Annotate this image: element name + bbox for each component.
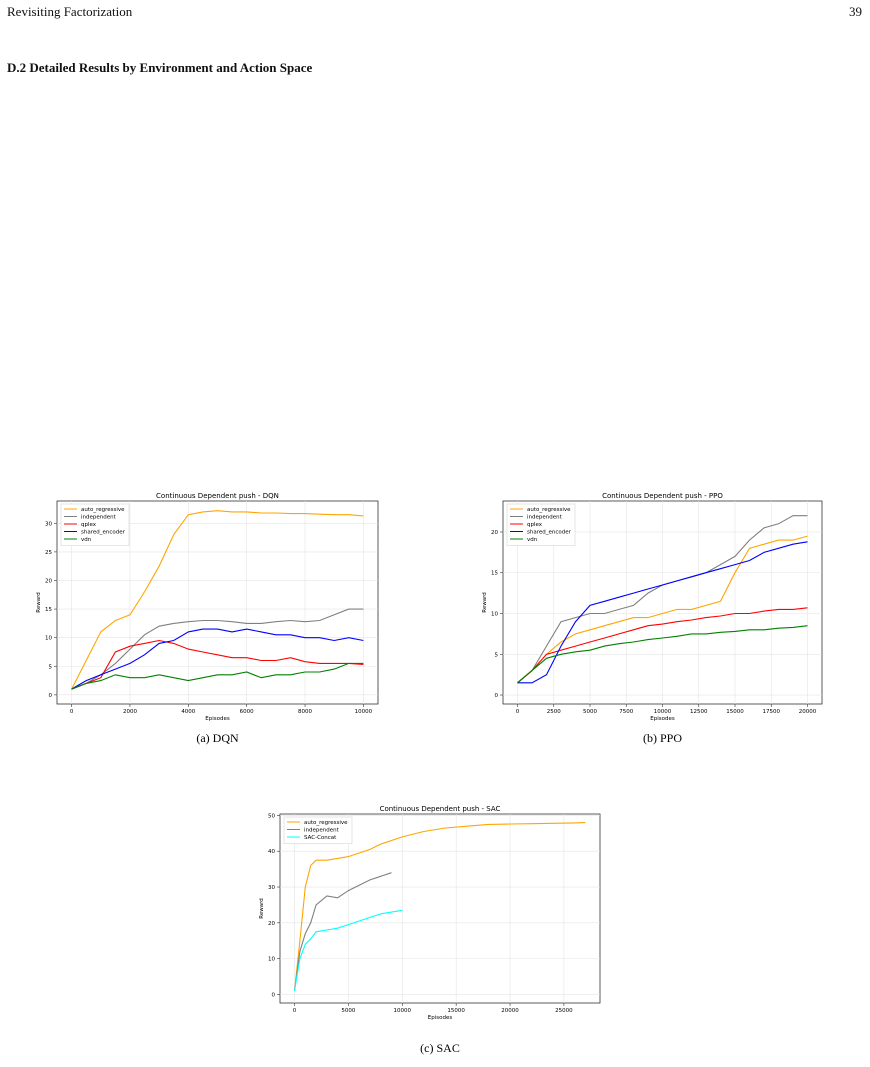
x-tick-label: 0: [70, 709, 74, 715]
x-tick-label: 15000: [447, 1008, 465, 1014]
x-tick-label: 5000: [341, 1008, 355, 1014]
y-tick-label: 20: [45, 578, 52, 584]
series-line: [293, 822, 586, 991]
series-line: [71, 608, 364, 690]
figure-caption: (a) DQN: [196, 731, 239, 745]
series-line: [517, 625, 808, 684]
x-tick-label: 2500: [547, 709, 561, 715]
y-tick-label: 25: [45, 550, 52, 556]
series-line: [71, 662, 364, 690]
x-tick-label: 0: [293, 1008, 297, 1014]
x-tick-label: 8000: [298, 709, 312, 715]
x-tick-label: 2000: [123, 709, 137, 715]
y-axis-label: Reward: [36, 592, 42, 612]
legend-box: [283, 816, 353, 844]
y-axis-label: Reward: [482, 592, 488, 612]
legend-label: SAC-Concat: [304, 835, 337, 841]
x-tick-label: 10000: [654, 709, 672, 715]
legend-label: independent: [81, 515, 117, 521]
y-tick-label: 50: [268, 813, 275, 819]
x-tick-label: 20000: [799, 709, 817, 715]
y-tick-label: 0: [272, 992, 276, 998]
series-line: [71, 628, 364, 690]
chart-title: Continuous Dependent push - SAC: [380, 805, 501, 813]
y-tick-label: 30: [268, 885, 275, 891]
y-tick-label: 10: [491, 612, 498, 618]
y-axis-label: Reward: [259, 898, 265, 918]
x-tick-label: 7500: [619, 709, 633, 715]
x-axis-label: Episodes: [650, 716, 675, 722]
series-line: [517, 535, 808, 684]
legend-label: vdn: [81, 537, 92, 543]
x-axis-label: Episodes: [205, 716, 230, 722]
legend-label: auto_regressive: [304, 820, 348, 826]
y-tick-label: 15: [45, 607, 52, 613]
legend-label: auto_regressive: [81, 507, 125, 513]
y-tick-label: 5: [495, 652, 499, 658]
y-tick-label: 40: [268, 849, 275, 855]
y-tick-label: 30: [45, 521, 52, 527]
series-line: [517, 607, 808, 684]
legend-label: independent: [304, 828, 340, 834]
chart-title: Continuous Dependent push - DQN: [156, 492, 279, 500]
x-tick-label: 17500: [763, 709, 781, 715]
x-axis-label: Episodes: [428, 1015, 453, 1021]
running-title: Revisiting Factorization: [7, 4, 133, 19]
legend-label: qplex: [81, 522, 97, 528]
y-tick-label: 5: [49, 664, 53, 670]
chart-title: Continuous Dependent push - PPO: [602, 492, 723, 500]
y-tick-label: 20: [268, 921, 275, 927]
y-tick-label: 10: [45, 636, 52, 642]
page-number: 39: [849, 4, 862, 19]
x-tick-label: 4000: [181, 709, 195, 715]
section-title: D.2 Detailed Results by Environment and …: [7, 60, 313, 75]
y-tick-label: 15: [491, 571, 498, 577]
figure-caption: (c) SAC: [420, 1041, 460, 1055]
legend-label: independent: [527, 515, 563, 521]
figure-caption: (b) PPO: [643, 731, 682, 745]
y-tick-label: 0: [495, 693, 499, 699]
legend-label: shared_encoder: [81, 530, 126, 536]
x-tick-label: 0: [516, 709, 520, 715]
legend-label: vdn: [527, 537, 538, 543]
x-tick-label: 12500: [690, 709, 708, 715]
x-tick-label: 6000: [240, 709, 254, 715]
y-tick-label: 20: [491, 530, 498, 536]
x-tick-label: 5000: [583, 709, 597, 715]
y-tick-label: 0: [49, 693, 53, 699]
x-tick-label: 10000: [394, 1008, 412, 1014]
x-tick-label: 10000: [355, 709, 373, 715]
series-line: [71, 639, 364, 690]
legend-label: qplex: [527, 522, 543, 528]
legend-label: auto_regressive: [527, 507, 571, 513]
series-line: [517, 541, 808, 684]
y-tick-label: 10: [268, 957, 275, 963]
x-tick-label: 20000: [501, 1008, 519, 1014]
series-line: [293, 909, 403, 991]
legend-label: shared_encoder: [527, 530, 572, 536]
x-tick-label: 25000: [555, 1008, 573, 1014]
series-line: [71, 510, 364, 690]
plot-area: [279, 813, 601, 1004]
x-tick-label: 15000: [726, 709, 744, 715]
series-line: [293, 872, 392, 991]
